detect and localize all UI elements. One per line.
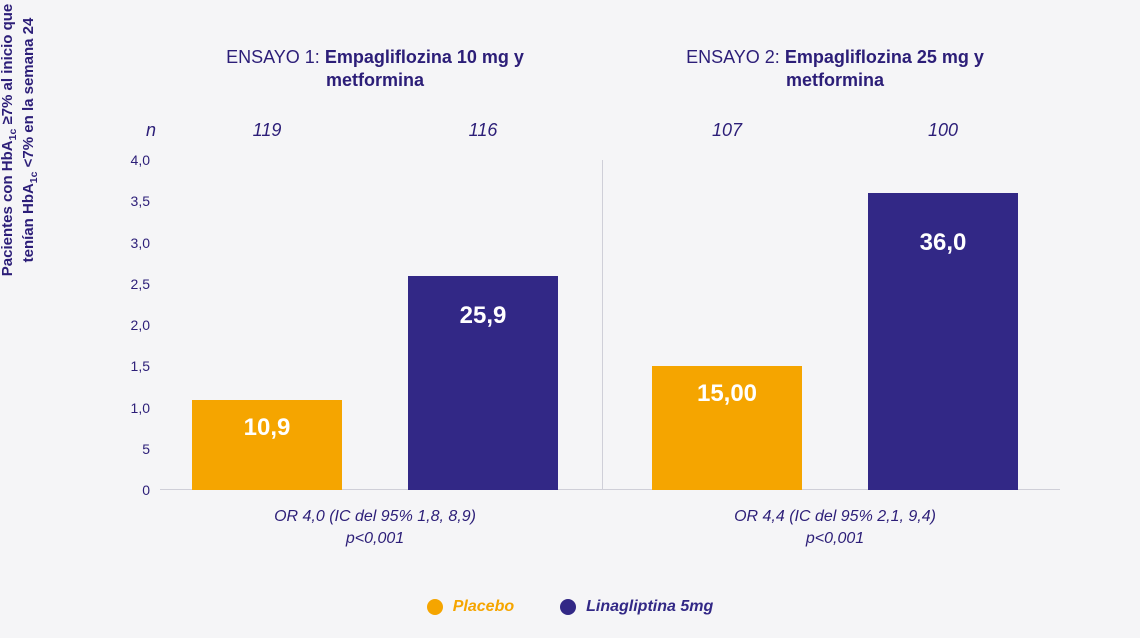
bar-value-label: 15,00 — [697, 380, 757, 408]
bar-value-label: 36,0 — [920, 229, 967, 257]
legend-swatch — [560, 599, 576, 615]
n-value: 119 — [207, 120, 327, 141]
y-axis-label: Pacientes con HbA1c ≥7% al inicio que te… — [0, 0, 41, 300]
panel-footnote: OR 4,0 (IC del 95% 1,8, 8,9)p<0,001 — [185, 506, 565, 549]
y-tick: 1,0 — [110, 400, 150, 416]
chart-container: Pacientes con HbA1c ≥7% al inicio que te… — [0, 0, 1140, 638]
panel-footnote: OR 4,4 (IC del 95% 2,1, 9,4)p<0,001 — [645, 506, 1025, 549]
bar: 10,9 — [192, 400, 342, 490]
y-tick: 0 — [110, 482, 150, 498]
panel-divider — [602, 160, 603, 490]
legend: Placebo Linagliptina 5mg — [0, 598, 1140, 616]
bar: 25,9 — [408, 276, 558, 490]
n-value: 107 — [667, 120, 787, 141]
y-tick: 2,5 — [110, 276, 150, 292]
plot-area: 051,01,52,02,53,03,54,010,925,915,0036,0 — [160, 160, 1060, 490]
y-tick: 3,5 — [110, 193, 150, 209]
y-tick: 1,5 — [110, 358, 150, 374]
bar: 36,0 — [868, 193, 1018, 490]
n-value: 116 — [423, 120, 543, 141]
y-tick: 3,0 — [110, 235, 150, 251]
panel-title: ENSAYO 2: Empagliflozina 25 mg y metform… — [645, 46, 1025, 93]
legend-item: Linagliptina 5mg — [560, 598, 713, 616]
n-value: 100 — [883, 120, 1003, 141]
bar-value-label: 25,9 — [460, 302, 507, 330]
bar-value-label: 10,9 — [244, 414, 291, 442]
legend-label: Placebo — [453, 598, 514, 616]
n-header: n — [146, 120, 156, 141]
bar: 15,00 — [652, 366, 802, 490]
y-tick: 5 — [110, 441, 150, 457]
y-tick: 2,0 — [110, 317, 150, 333]
legend-label: Linagliptina 5mg — [586, 598, 713, 616]
legend-item: Placebo — [427, 598, 514, 616]
panel-title: ENSAYO 1: Empagliflozina 10 mg y metform… — [185, 46, 565, 93]
legend-swatch — [427, 599, 443, 615]
y-tick: 4,0 — [110, 152, 150, 168]
